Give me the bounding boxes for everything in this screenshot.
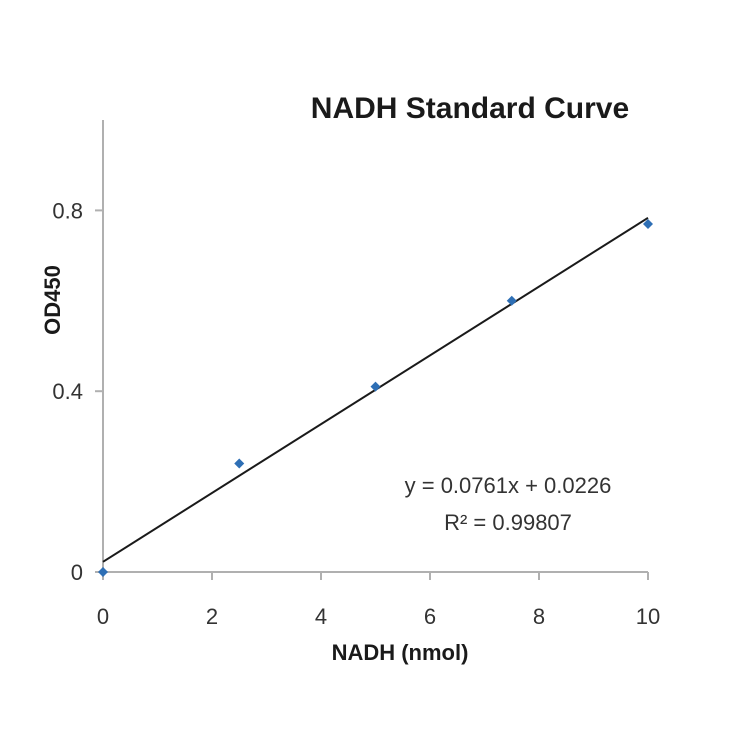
data-point [98, 567, 108, 577]
y-tick-label: 0.4 [52, 379, 83, 404]
y-axis-title: OD450 [40, 265, 65, 335]
data-point [234, 458, 245, 469]
y-tick-label: 0.8 [52, 198, 83, 223]
x-axis-title: NADH (nmol) [332, 640, 469, 665]
data-point [370, 381, 381, 392]
x-tick-label: 0 [97, 604, 109, 629]
y-tick-label: 0 [71, 560, 83, 585]
x-tick-label: 6 [424, 604, 436, 629]
x-axis-ticks: 0 2 4 6 8 10 [97, 572, 660, 629]
trendline-equation: y = 0.0761x + 0.0226 [405, 473, 612, 498]
x-tick-label: 2 [206, 604, 218, 629]
data-point [506, 295, 517, 306]
data-point [643, 218, 653, 229]
x-tick-label: 10 [636, 604, 660, 629]
y-axis-ticks: 0 0.4 0.8 [52, 198, 103, 585]
chart-title: NADH Standard Curve [311, 92, 629, 125]
data-points [98, 218, 653, 577]
r-squared-label: R² = 0.99807 [444, 510, 572, 535]
x-tick-label: 8 [533, 604, 545, 629]
x-tick-label: 4 [315, 604, 327, 629]
